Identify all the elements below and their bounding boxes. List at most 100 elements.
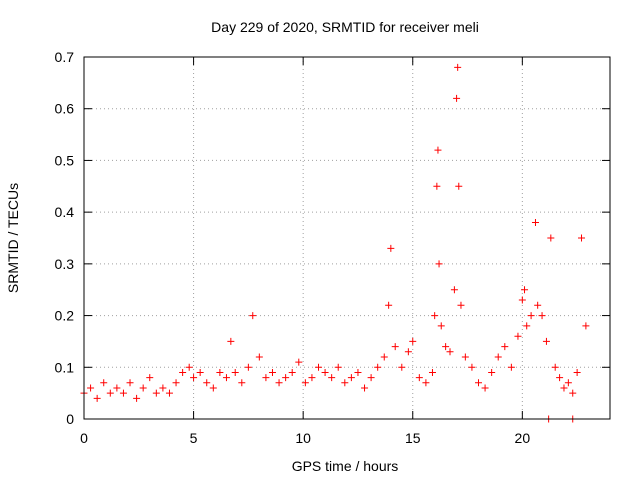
data-point [542,337,550,345]
data-point [354,368,362,376]
data-point [454,63,462,71]
data-point [461,353,469,361]
data-point [308,374,316,382]
y-tick-label: 0.7 [55,49,75,65]
data-point [468,363,476,371]
data-point [87,384,95,392]
data-point [437,322,445,330]
data-point [165,389,173,397]
data-point [133,394,141,402]
data-point [488,368,496,376]
data-point [341,379,349,387]
x-axis-label: GPS time / hours [292,458,399,474]
data-point [450,286,458,294]
data-point [282,374,290,382]
data-point [442,343,450,351]
data-point [534,301,542,309]
data-point [268,368,276,376]
data-point [538,312,546,320]
data-point [455,182,463,190]
y-axis-label: SRMTID / TECUs [5,183,21,293]
data-point [551,363,559,371]
y-tick-label: 0.4 [55,204,75,220]
data-point [521,286,529,294]
data-point [434,146,442,154]
data-point [93,394,101,402]
data-point [185,363,193,371]
data-point [249,312,257,320]
data-point [209,384,217,392]
chart-title: Day 229 of 2020, SRMTID for receiver mel… [211,19,479,35]
data-point [531,218,539,226]
data-point [227,337,235,345]
data-point [374,363,382,371]
x-tick-label: 0 [80,430,88,446]
data-point [435,260,443,268]
data-point [453,94,461,102]
data-point [100,379,108,387]
data-point [501,343,509,351]
data-point [321,368,329,376]
data-point [288,368,296,376]
data-point [475,379,482,387]
data-point [179,368,187,376]
data-point [315,363,323,371]
data-point [494,353,502,361]
data-point [398,363,406,371]
x-tick-label: 15 [405,430,421,446]
data-point [404,348,412,356]
data-point [196,368,204,376]
data-point [152,389,160,397]
data-point [560,384,568,392]
data-point [433,182,441,190]
data-point [367,374,375,382]
y-tick-label: 0.2 [55,308,75,324]
data-point [172,379,180,387]
y-tick-label: 0.3 [55,256,75,272]
x-tick-label: 10 [295,430,311,446]
data-point [238,379,246,387]
data-point [113,384,121,392]
data-point [573,368,581,376]
y-tick-label: 0 [66,411,74,427]
data-point [328,374,336,382]
x-tick-label: 20 [515,430,531,446]
data-point [422,379,430,387]
data-point [295,358,303,366]
data-point [190,374,198,382]
data-point [385,301,393,309]
data-point [106,389,114,397]
data-point [409,337,417,345]
data-points [80,63,590,423]
data-point [507,363,515,371]
data-point [547,234,555,242]
gridlines [84,57,610,419]
data-point [431,312,439,320]
data-point [556,374,564,382]
data-point [146,374,154,382]
data-point [216,368,224,376]
data-point [222,374,230,382]
data-point [361,384,369,392]
data-point [380,353,388,361]
y-tick-label: 0.5 [55,152,75,168]
data-point [231,368,239,376]
data-point [347,374,355,382]
data-point [578,234,586,242]
data-point [481,384,489,392]
data-point [428,368,436,376]
data-point [126,379,134,387]
data-point [527,312,535,320]
data-point [457,301,465,309]
data-point [415,374,423,382]
data-point [387,244,395,252]
data-point [518,296,526,304]
data-point [139,384,147,392]
data-point [582,322,590,330]
y-tick-label: 0.6 [55,101,75,117]
data-point [514,332,522,340]
data-point [569,389,577,397]
plot-frame [83,56,611,420]
axis-ticks: 0 0.1 0.2 0.3 0.4 0.5 0.6 0.7 0 5 10 15 20 [55,49,610,446]
